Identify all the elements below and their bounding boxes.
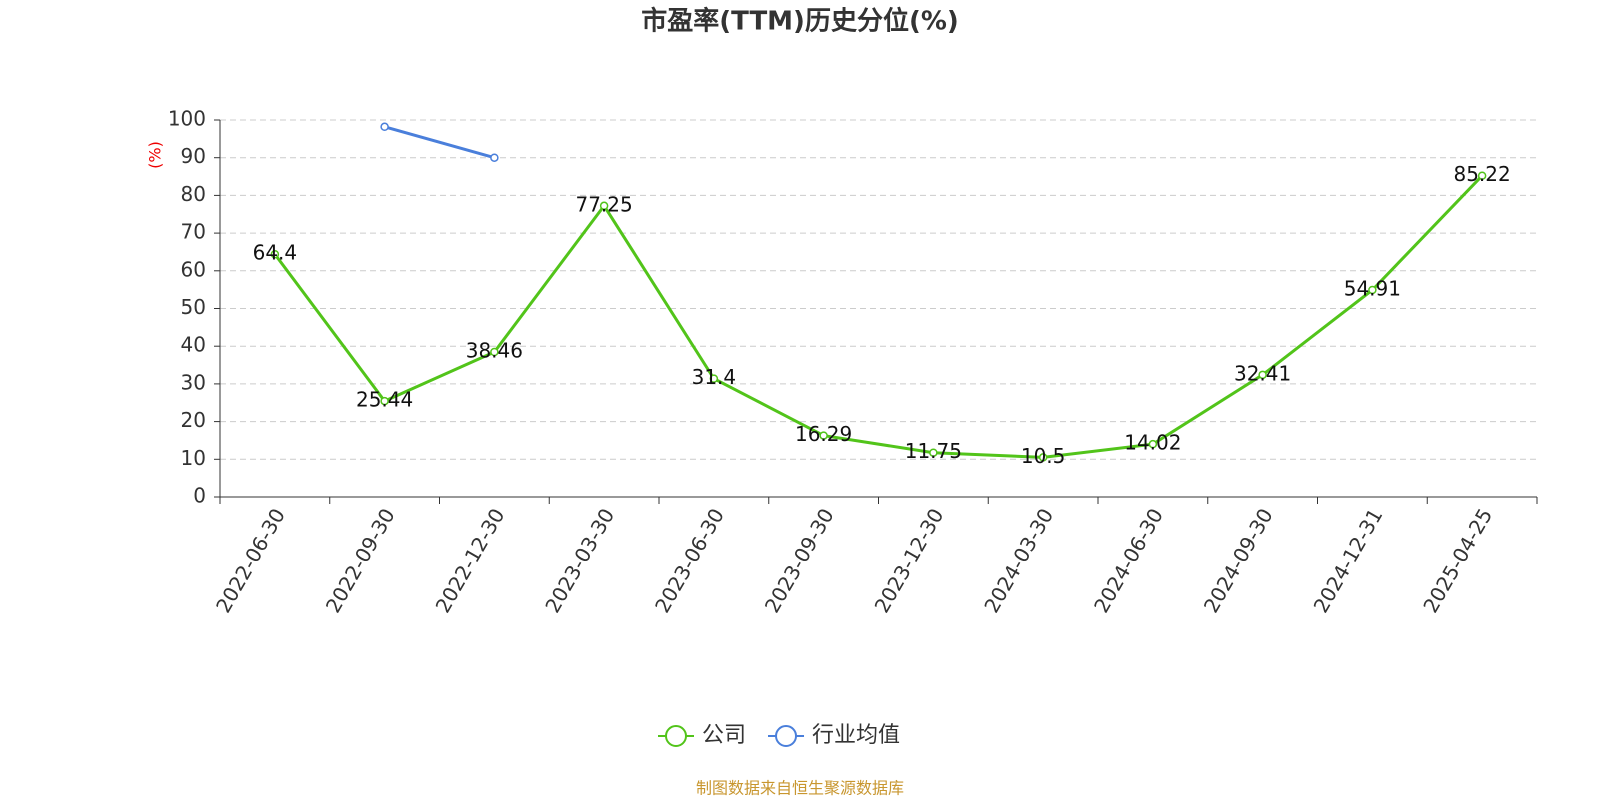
y-tick-label: 40 bbox=[181, 333, 206, 357]
x-tick-label: 2022-12-30 bbox=[431, 504, 510, 617]
x-tick-label: 2024-03-30 bbox=[979, 504, 1058, 617]
legend-label: 公司 bbox=[702, 723, 746, 748]
x-tick-label: 2024-12-31 bbox=[1309, 504, 1388, 617]
x-tick-label: 2024-06-30 bbox=[1089, 504, 1168, 617]
data-label: 31.4 bbox=[692, 365, 737, 389]
data-label: 16.29 bbox=[795, 422, 852, 446]
x-tick-label: 2022-09-30 bbox=[321, 504, 400, 617]
data-label: 85.22 bbox=[1453, 162, 1510, 186]
point bbox=[1148, 439, 1158, 449]
y-tick-label: 100 bbox=[168, 107, 206, 131]
y-tick-label: 70 bbox=[181, 220, 206, 244]
data-label: 10.5 bbox=[1021, 444, 1066, 468]
data-label: 32.41 bbox=[1234, 361, 1291, 385]
data-label: 54.91 bbox=[1344, 276, 1401, 300]
legend-marker bbox=[775, 725, 798, 747]
y-tick-label: 10 bbox=[181, 446, 206, 470]
y-tick-label: 50 bbox=[181, 295, 206, 319]
point bbox=[380, 396, 389, 406]
point bbox=[929, 448, 938, 457]
point bbox=[1038, 453, 1048, 462]
point bbox=[1477, 171, 1487, 180]
data-label: 38.46 bbox=[466, 339, 523, 363]
chart-title: 市盈率(TTM)历史分位(%) bbox=[641, 6, 959, 37]
x-tick-label: 2023-06-30 bbox=[650, 504, 729, 617]
source-note: 制图数据来自恒生聚源数据库 bbox=[696, 779, 904, 798]
x-tick-label: 2022-06-30 bbox=[211, 504, 290, 617]
series-line bbox=[273, 174, 1484, 459]
y-tick-label: 20 bbox=[181, 408, 206, 432]
data-label: 14.02 bbox=[1124, 431, 1181, 455]
point bbox=[599, 201, 609, 211]
data-label: 11.75 bbox=[905, 439, 962, 463]
data-label: 77.25 bbox=[575, 192, 632, 216]
x-tick-label: 2023-09-30 bbox=[760, 504, 839, 617]
y-tick-label: 30 bbox=[181, 370, 206, 394]
legend-item[interactable]: 行业均值 bbox=[768, 723, 900, 748]
point bbox=[380, 122, 389, 132]
point bbox=[1368, 285, 1377, 295]
data-label: 25.44 bbox=[356, 388, 413, 412]
x-tick-label: 2023-03-30 bbox=[540, 504, 619, 617]
x-tick-label: 2023-12-30 bbox=[870, 504, 949, 617]
y-tick-label: 60 bbox=[181, 257, 206, 281]
legend-item[interactable]: 公司 bbox=[658, 723, 746, 748]
point bbox=[270, 249, 280, 259]
legend: 公司 行业均值 bbox=[658, 723, 900, 748]
data-label: 64.4 bbox=[253, 241, 298, 265]
point bbox=[490, 347, 499, 357]
legend-label: 行业均值 bbox=[812, 723, 900, 748]
y-axis-label: (%) bbox=[146, 141, 165, 169]
point bbox=[819, 431, 828, 440]
x-tick-label: 2025-04-25 bbox=[1418, 504, 1497, 617]
x-tick-label: 2024-09-30 bbox=[1199, 504, 1278, 617]
legend-marker bbox=[665, 725, 687, 747]
y-tick-label: 90 bbox=[181, 144, 206, 168]
point bbox=[490, 153, 499, 162]
point bbox=[709, 374, 719, 383]
y-tick-label: 80 bbox=[181, 182, 206, 206]
point bbox=[1258, 370, 1267, 380]
y-tick-label: 0 bbox=[193, 484, 206, 508]
series-line bbox=[384, 125, 495, 160]
